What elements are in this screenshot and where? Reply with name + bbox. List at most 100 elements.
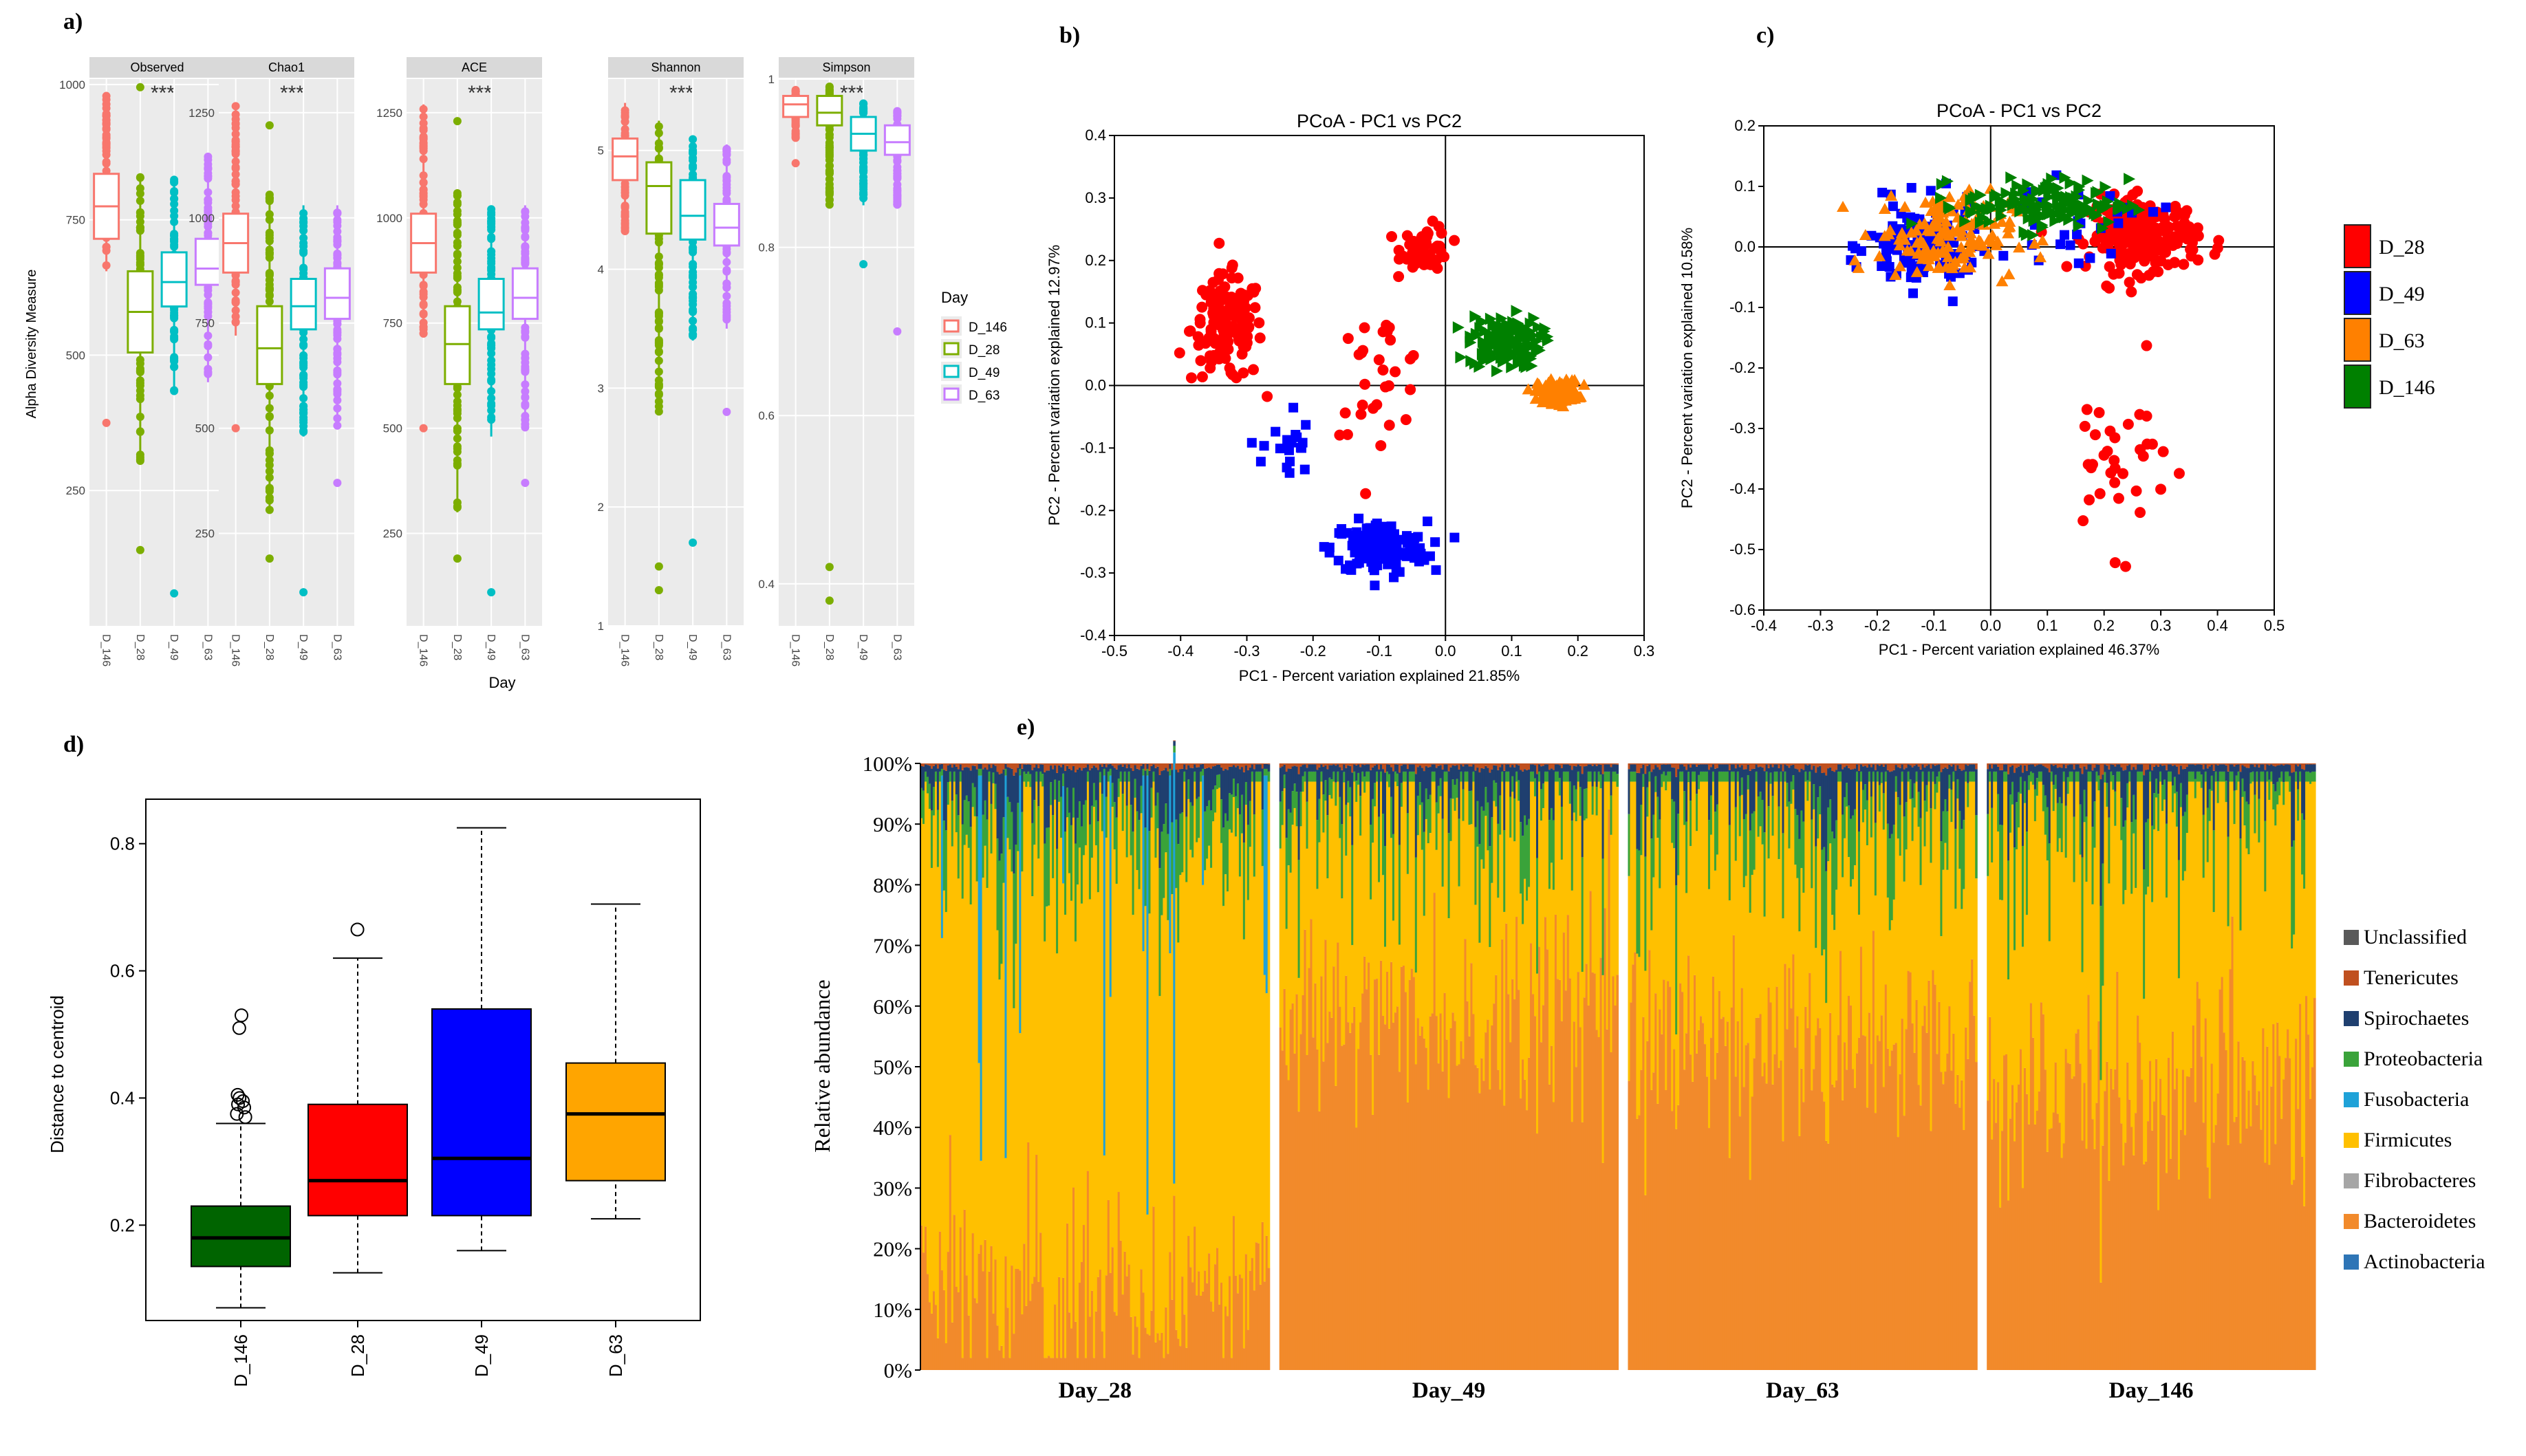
y-tick-label: 0.4 — [1085, 127, 1106, 144]
outlier-point — [654, 586, 663, 595]
legend-swatch — [2344, 271, 2371, 315]
facet-background — [219, 79, 354, 626]
point-D_28 — [2093, 406, 2105, 418]
point-D_49 — [2106, 248, 2116, 259]
box — [816, 94, 843, 127]
point-D_49 — [2161, 202, 2171, 213]
outlier-point — [265, 121, 274, 130]
chart-title: PCoA - PC1 vs PC2 — [1936, 100, 2102, 121]
point-D_28 — [1412, 240, 1423, 252]
point-D_28 — [1383, 322, 1395, 334]
pcoa-panel-b: -0.5 -0.4 -0.3 -0.2 -0.1 0.0 0.1 0.2 0.3-0.4-0.3… — [1046, 111, 1654, 684]
point-D_28 — [1249, 302, 1261, 314]
point-D_28 — [2141, 340, 2152, 351]
x-tick-label: D_146 — [230, 634, 241, 666]
point-D_28 — [1390, 366, 1401, 378]
point-D_28 — [1203, 332, 1215, 344]
point-D_49 — [2148, 207, 2158, 217]
point-D_28 — [2094, 488, 2106, 499]
point-D_28 — [2128, 248, 2140, 259]
outlier-point — [893, 327, 902, 336]
point-D_49 — [1449, 532, 1460, 543]
point-D_49 — [1362, 554, 1372, 564]
panel-label-e: e) — [1017, 715, 1035, 740]
point-D_49 — [1346, 565, 1356, 575]
facet-background — [779, 79, 914, 626]
point-D_28 — [1353, 349, 1365, 360]
point-D_28 — [2135, 507, 2146, 519]
segment-firmicutes — [1267, 781, 1271, 1268]
point-D_49 — [1925, 186, 1936, 196]
point-D_28 — [1355, 409, 1367, 420]
y-tick-label: 0.1 — [1085, 314, 1106, 332]
legend-label: D_146 — [2379, 376, 2435, 399]
point-D_28 — [1254, 332, 1266, 344]
point-D_28 — [1385, 334, 1396, 346]
point-D_49 — [1295, 442, 1306, 453]
point-D_28 — [1359, 378, 1371, 390]
point-D_49 — [1947, 296, 1958, 307]
point-D_49 — [1888, 201, 1898, 211]
box — [713, 202, 740, 247]
point-D_28 — [1208, 303, 1220, 315]
y-tick-label: 0.0 — [1085, 377, 1106, 394]
y-tick-label: 2 — [598, 501, 604, 514]
y-tick-label: -0.5 — [1729, 541, 1756, 558]
point-D_28 — [1235, 287, 1246, 299]
y-axis-label: Distance to centroid — [47, 995, 67, 1153]
outlier-point — [859, 260, 868, 269]
panel-label-d: d) — [63, 732, 84, 757]
point-D_28 — [2119, 561, 2131, 572]
point-D_28 — [1386, 231, 1398, 243]
point-D_49 — [1368, 542, 1379, 552]
x-tick-label: D_49 — [687, 634, 698, 660]
x-tick-label: D_63 — [331, 634, 343, 660]
point-D_28 — [2141, 410, 2152, 422]
point-D_28 — [1205, 362, 1216, 374]
point-D_28 — [1210, 291, 1222, 303]
point-D_28 — [1217, 310, 1229, 322]
point-D_49 — [1292, 432, 1302, 442]
x-tick-label: 0.1 — [2037, 617, 2058, 634]
point-D_28 — [1405, 384, 1416, 395]
y-tick-label: 1000 — [188, 212, 215, 225]
point-D_28 — [1222, 343, 1234, 355]
x-tick-label: D_63 — [202, 634, 213, 660]
legend-key-box — [943, 365, 960, 378]
legend-swatch — [2344, 365, 2371, 409]
legend-label: D_28 — [969, 343, 1000, 358]
point-D_49 — [1423, 517, 1433, 527]
point-D_28 — [2089, 429, 2101, 441]
point-D_28 — [2122, 418, 2134, 430]
x-tick-label: D_146 — [418, 634, 429, 666]
x-tick-label: -0.1 — [1921, 617, 1947, 634]
outlier-point — [136, 545, 144, 554]
point-D_28 — [2192, 254, 2204, 266]
point-D_28 — [2102, 446, 2113, 457]
y-tick-label: -0.4 — [1080, 627, 1106, 644]
panel-label-b: b) — [1059, 23, 1080, 48]
segment-firmicutes — [1616, 786, 1619, 975]
facet-title: Chao1 — [268, 61, 305, 74]
point-D_28 — [1192, 331, 1204, 343]
y-tick-label: 0.2 — [1734, 117, 1756, 134]
point-D_49 — [1908, 288, 1919, 298]
box — [511, 267, 539, 320]
point-D_49 — [2055, 239, 2066, 250]
point-D_28 — [1435, 246, 1447, 257]
x-tick-label: D_49 — [297, 634, 309, 660]
outlier-point — [333, 479, 342, 488]
segment-spirochaetes — [1616, 764, 1619, 774]
y-tick-label: -0.3 — [1080, 564, 1106, 581]
box — [612, 137, 639, 182]
point-D_28 — [1242, 331, 1253, 343]
point-D_28 — [1238, 304, 1250, 316]
point-D_49 — [1350, 547, 1360, 558]
point-D_28 — [2061, 261, 2073, 272]
box — [444, 305, 471, 385]
y-tick-label: -0.4 — [1729, 480, 1756, 497]
point-D_28 — [1342, 333, 1354, 345]
legend-label: D_49 — [2379, 283, 2425, 305]
outlier-point — [722, 407, 731, 416]
point-D_49 — [1259, 441, 1269, 451]
